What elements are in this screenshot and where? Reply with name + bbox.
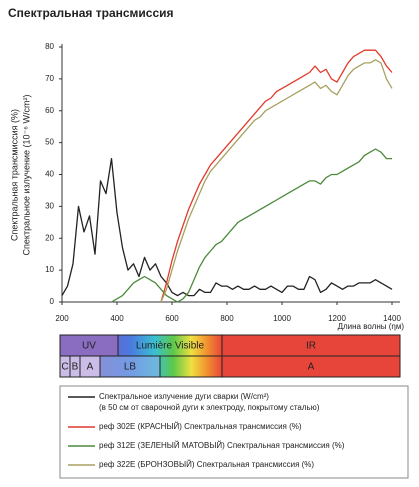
series-line bbox=[160, 49, 393, 303]
y-tick-label: 60 bbox=[45, 106, 54, 115]
series-line bbox=[160, 59, 393, 303]
band-label: C bbox=[61, 362, 68, 373]
uv-region bbox=[60, 335, 118, 356]
y-tick-label: 10 bbox=[45, 265, 54, 274]
y-axis-label: Спектральная трансмиссия (%) bbox=[9, 109, 19, 241]
band-label: A bbox=[308, 362, 315, 373]
band-label: B bbox=[72, 362, 79, 373]
x-axis-label: Длина волны (ηм) bbox=[338, 322, 405, 331]
legend-label: реф 312E (ЗЕЛЕНЫЙ МАТОВЫЙ) Спектральная … bbox=[99, 441, 345, 450]
legend-note: (в 50 см от сварочной дуги к электроду, … bbox=[99, 403, 320, 412]
x-tick-label: 1000 bbox=[273, 314, 291, 323]
y-axis-label: Спектральное излучение (10⁻⁶ W/cm²) bbox=[21, 95, 31, 256]
x-tick-label: 600 bbox=[165, 314, 179, 323]
band-label: UV bbox=[82, 341, 96, 352]
band-label: Lumière Visible bbox=[136, 341, 205, 352]
y-tick-label: 20 bbox=[45, 233, 54, 242]
legend-label: реф 322E (БРОНЗОВЫЙ) Спектральная трансм… bbox=[99, 460, 314, 469]
legend-label: реф 302E (КРАСНЫЙ) Спектральная трансмис… bbox=[99, 422, 302, 431]
y-tick-label: 80 bbox=[45, 42, 54, 51]
y-tick-label: 70 bbox=[45, 74, 54, 83]
spectrum-band: UV Lumière Visible IR C B A LB A bbox=[59, 334, 401, 378]
x-tick-label: 400 bbox=[110, 314, 124, 323]
y-tick-label: 40 bbox=[45, 170, 54, 179]
series-line bbox=[61, 157, 393, 297]
band-label: A bbox=[87, 362, 94, 373]
y-tick-label: 30 bbox=[45, 201, 54, 210]
band-label: IR bbox=[306, 341, 316, 352]
x-tick-label: 1400 bbox=[383, 314, 401, 323]
y-tick-label: 0 bbox=[50, 297, 55, 306]
band-label: LB bbox=[124, 362, 137, 373]
legend-box bbox=[59, 385, 409, 479]
chart-title: Спектральная трансмиссия bbox=[8, 6, 174, 20]
x-tick-label: 200 bbox=[55, 314, 69, 323]
x-tick-label: 800 bbox=[220, 314, 234, 323]
x-tick-label: 1200 bbox=[328, 314, 346, 323]
lb-region bbox=[100, 356, 160, 377]
legend-label: Спектральное излучение дуги сварки (W/cm… bbox=[99, 392, 269, 401]
y-tick-label: 50 bbox=[45, 138, 54, 147]
series-line bbox=[111, 148, 392, 303]
